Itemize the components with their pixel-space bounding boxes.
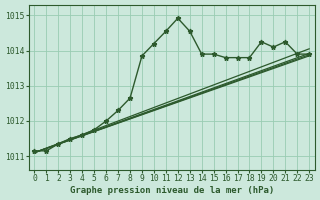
X-axis label: Graphe pression niveau de la mer (hPa): Graphe pression niveau de la mer (hPa) [70,186,274,195]
